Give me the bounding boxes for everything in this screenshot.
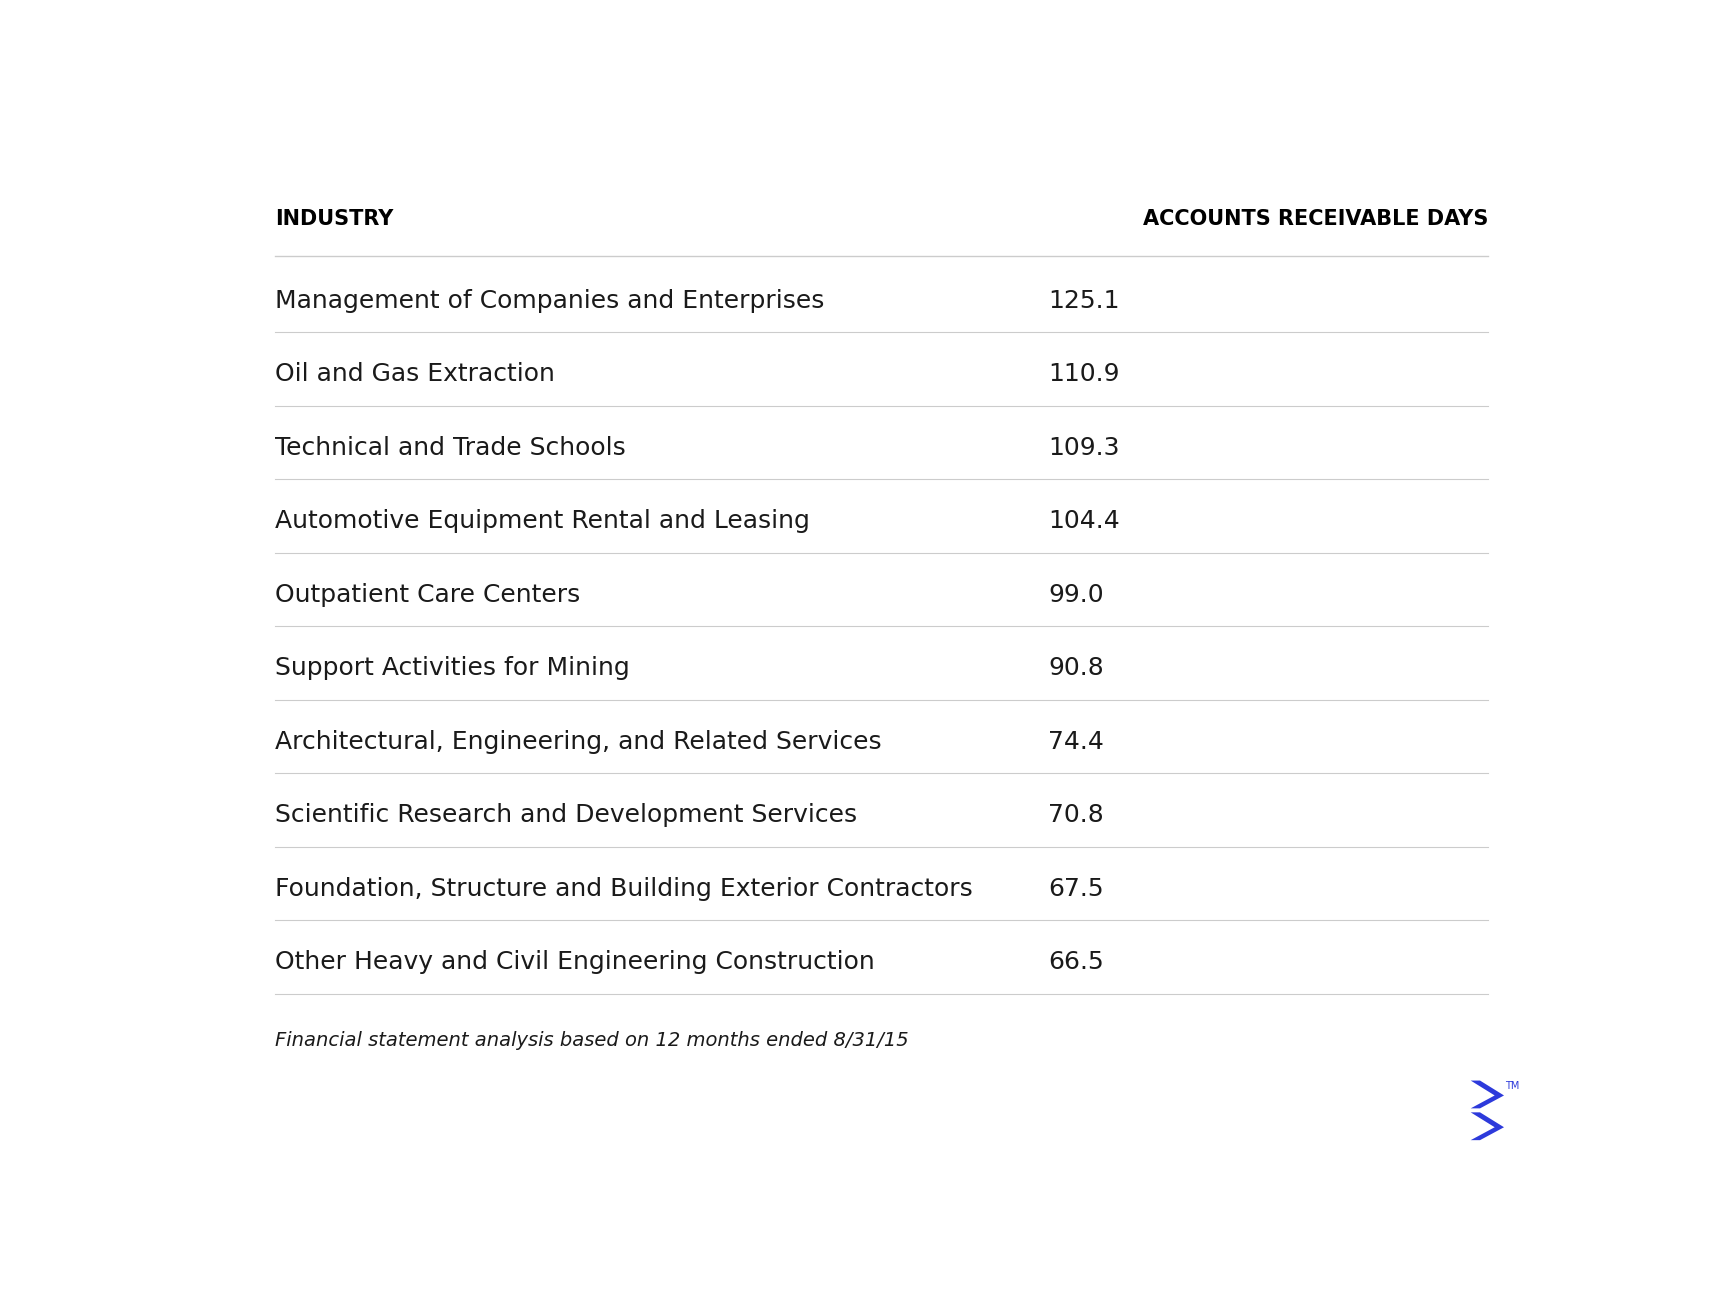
Text: TM: TM: [1505, 1081, 1520, 1090]
Polygon shape: [1471, 1081, 1503, 1108]
Text: 99.0: 99.0: [1047, 583, 1104, 606]
Text: Other Heavy and Civil Engineering Construction: Other Heavy and Civil Engineering Constr…: [275, 951, 875, 974]
Text: Technical and Trade Schools: Technical and Trade Schools: [275, 436, 626, 459]
Text: Scientific Research and Development Services: Scientific Research and Development Serv…: [275, 804, 857, 827]
Text: Financial statement analysis based on 12 months ended 8/31/15: Financial statement analysis based on 12…: [275, 1031, 908, 1050]
Text: Foundation, Structure and Building Exterior Contractors: Foundation, Structure and Building Exter…: [275, 877, 974, 900]
Text: Outpatient Care Centers: Outpatient Care Centers: [275, 583, 580, 606]
Text: 66.5: 66.5: [1047, 951, 1104, 974]
Text: 110.9: 110.9: [1047, 362, 1120, 386]
Text: Oil and Gas Extraction: Oil and Gas Extraction: [275, 362, 556, 386]
Text: 70.8: 70.8: [1047, 804, 1104, 827]
Text: Support Activities for Mining: Support Activities for Mining: [275, 657, 630, 680]
Polygon shape: [1471, 1112, 1503, 1140]
Text: 104.4: 104.4: [1047, 510, 1120, 533]
Text: Architectural, Engineering, and Related Services: Architectural, Engineering, and Related …: [275, 730, 882, 753]
Text: Automotive Equipment Rental and Leasing: Automotive Equipment Rental and Leasing: [275, 510, 810, 533]
Text: 67.5: 67.5: [1047, 877, 1104, 900]
Text: INDUSTRY: INDUSTRY: [275, 209, 394, 230]
Text: 125.1: 125.1: [1047, 289, 1120, 312]
Text: Management of Companies and Enterprises: Management of Companies and Enterprises: [275, 289, 824, 312]
Text: 109.3: 109.3: [1047, 436, 1120, 459]
Text: 74.4: 74.4: [1047, 730, 1104, 753]
Text: 90.8: 90.8: [1047, 657, 1104, 680]
Text: ACCOUNTS RECEIVABLE DAYS: ACCOUNTS RECEIVABLE DAYS: [1142, 209, 1488, 230]
